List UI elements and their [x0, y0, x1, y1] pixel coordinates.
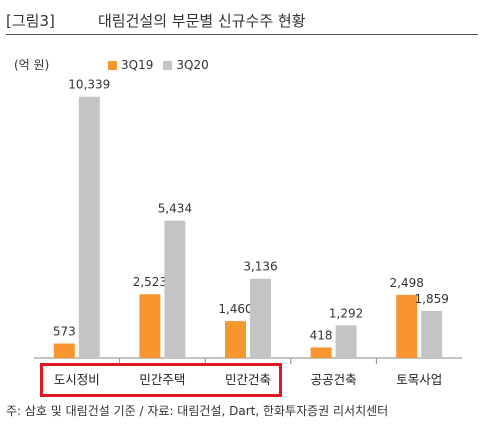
category-label-4: 토목사업 [396, 372, 442, 387]
bar-3q19-2 [225, 321, 246, 358]
data-label-3q20-4: 1,859 [415, 292, 449, 306]
bar-3q19-0 [53, 343, 75, 358]
legend-swatch-3q19 [108, 60, 117, 70]
data-label-3q19-2: 1,460 [218, 302, 252, 316]
data-label-3q20-1: 5,434 [158, 202, 192, 216]
figure-label: [그림3] [6, 12, 55, 30]
bar-3q20-0 [78, 96, 100, 359]
legend-swatch-3q20 [163, 60, 173, 70]
bar-3q20-1 [164, 220, 186, 358]
category-label-2: 민간건축 [225, 372, 271, 387]
data-label-3q19-3: 418 [310, 328, 333, 342]
figure-title: 대림건설의 부문별 신규수주 현황 [98, 12, 306, 30]
bar-chart: 573 10,339 도시정비 2,523 5,434 민간주택 1,460 3,136 민간건… [34, 78, 462, 387]
legend: 3Q19 3Q20 [108, 58, 219, 72]
bar-3q20-3 [335, 325, 357, 358]
bar-3q20-4 [421, 311, 443, 358]
bar-3q19-1 [139, 294, 161, 358]
category-label-0: 도시정비 [54, 372, 100, 387]
data-label-3q20-2: 3,136 [243, 260, 277, 274]
data-label-3q20-0: 10,339 [68, 78, 110, 92]
data-label-3q19-0: 573 [53, 325, 76, 339]
legend-label-3q19: 3Q19 [121, 58, 154, 72]
legend-item-3q19: 3Q19 [108, 58, 153, 72]
category-label-3: 공공건축 [311, 372, 357, 387]
legend-item-3q20: 3Q20 [163, 58, 209, 72]
data-label-3q20-3: 1,292 [329, 306, 363, 320]
category-label-1: 민간주택 [139, 372, 185, 387]
figure-header: [그림3] 대림건설의 부문별 신규수주 현황 [6, 4, 478, 35]
bar-3q19-3 [310, 347, 332, 358]
legend-label-3q20: 3Q20 [176, 58, 209, 72]
bar-3q19-4 [396, 294, 418, 358]
unit-label: (억 원) [14, 58, 50, 72]
bar-3q20-2 [250, 278, 271, 358]
data-label-3q19-4: 2,498 [390, 276, 424, 290]
footnote: 주: 삼호 및 대림건설 기준 / 자료: 대림건설, Dart, 한화투자증권… [6, 404, 389, 418]
highlight-box [40, 363, 282, 397]
data-label-3q19-1: 2,523 [133, 275, 167, 289]
